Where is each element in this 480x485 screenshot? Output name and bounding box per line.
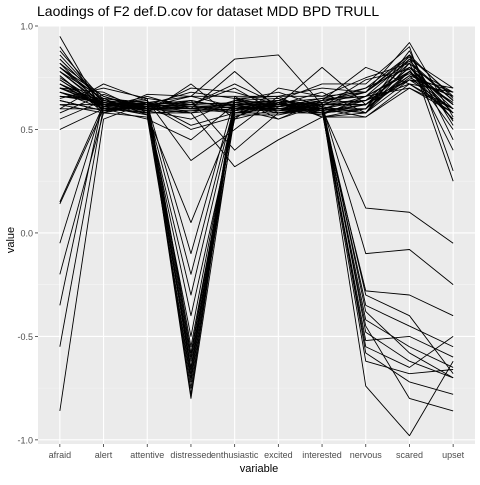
series-line xyxy=(59,54,454,106)
x-tick-label: upset xyxy=(442,450,465,460)
x-axis-label: variable xyxy=(240,463,279,475)
series-line xyxy=(59,104,454,348)
x-tick-label: alert xyxy=(95,450,113,460)
series-line xyxy=(59,100,454,412)
y-axis-label: value xyxy=(5,227,17,253)
x-tick-label: distressed xyxy=(170,450,211,460)
series-line xyxy=(59,91,454,374)
x-tick-label: enthusiastic xyxy=(211,450,259,460)
y-tick-label: -0.5 xyxy=(17,332,33,342)
x-tick-label: excited xyxy=(264,450,293,460)
series-line xyxy=(59,62,454,368)
y-tick-label: -1.0 xyxy=(17,435,33,445)
x-tick-label: attentive xyxy=(130,450,164,460)
x-tick-label: afraid xyxy=(49,450,72,460)
y-tick-label: 0.0 xyxy=(20,228,33,238)
x-tick-label: interested xyxy=(302,450,342,460)
series-line xyxy=(59,79,454,168)
x-tick-label: scared xyxy=(396,450,423,460)
x-tick-label: nervous xyxy=(350,450,383,460)
series-line xyxy=(59,71,454,437)
y-tick-label: 1.0 xyxy=(20,22,33,32)
chart-title: Laodings of F2 def.D.cov for dataset MDD… xyxy=(37,3,379,19)
y-tick-label: 0.5 xyxy=(20,125,33,135)
